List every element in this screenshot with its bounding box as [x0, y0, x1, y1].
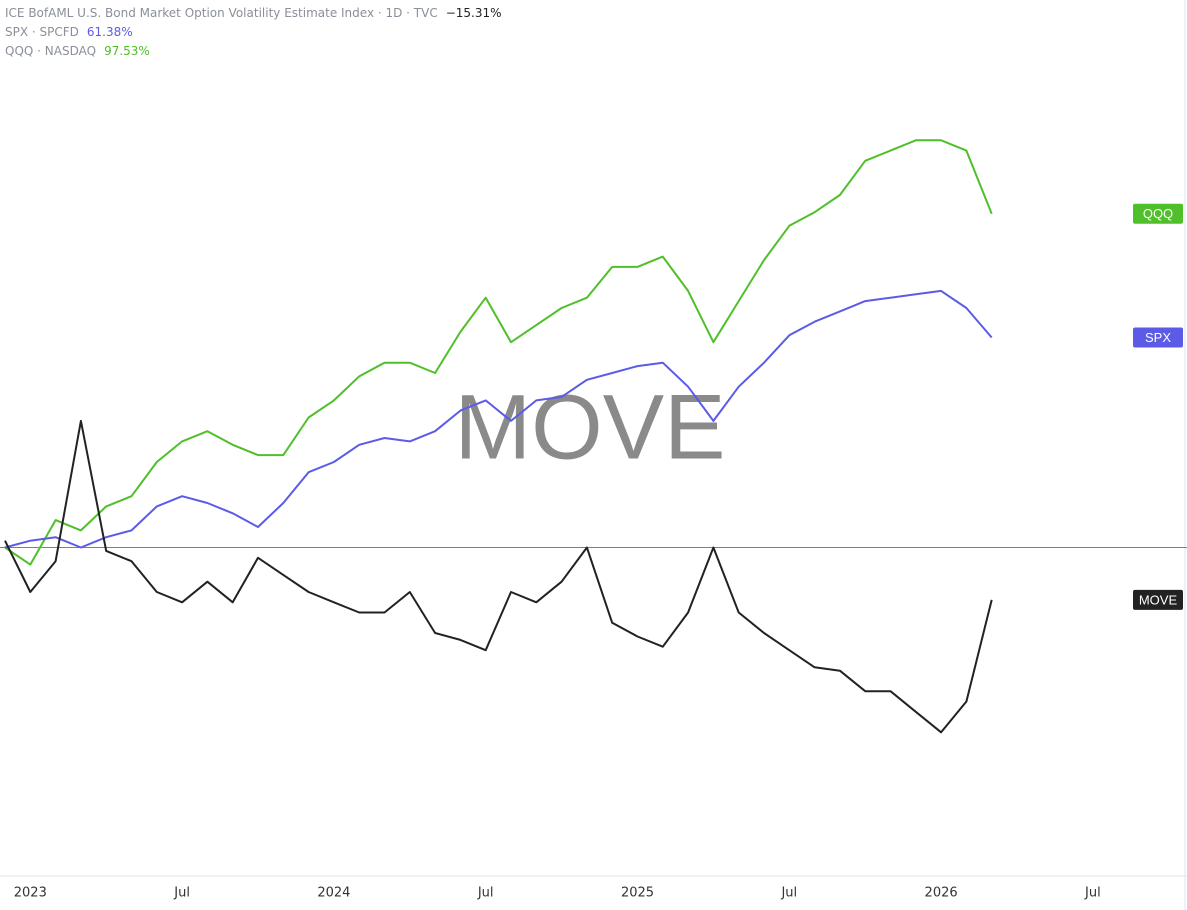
legend-value: 61.38% — [87, 25, 133, 39]
series-line — [4, 419, 993, 734]
x-tick-label: Jul — [1084, 886, 1101, 901]
legend-name: SPX · SPCFD — [5, 25, 79, 39]
price-tag: MOVE — [1139, 592, 1178, 607]
watermark: MOVE — [455, 376, 726, 478]
legend-name: QQQ · NASDAQ — [5, 44, 96, 58]
x-tick-label: 2024 — [317, 886, 350, 901]
legend-entry: ICE BofAML U.S. Bond Market Option Volat… — [5, 6, 502, 20]
legend-name: ICE BofAML U.S. Bond Market Option Volat… — [5, 6, 438, 20]
series-line — [4, 289, 993, 549]
legend-entry: QQQ · NASDAQ 97.53% — [5, 44, 150, 58]
x-tick-label: Jul — [173, 886, 190, 901]
x-tick-label: 2023 — [14, 886, 47, 901]
x-tick-label: 2025 — [621, 886, 654, 901]
x-tick-label: Jul — [477, 886, 494, 901]
legend-entry: SPX · SPCFD 61.38% — [5, 25, 133, 39]
series-line — [4, 139, 993, 566]
price-tag-box — [1133, 589, 1183, 610]
legend-value: 97.53% — [104, 44, 150, 58]
price-tag: QQQ — [1143, 206, 1173, 221]
price-tag-box — [1133, 203, 1183, 224]
price-tag: SPX — [1145, 330, 1171, 345]
legend-value: −15.31% — [446, 6, 502, 20]
x-tick-label: Jul — [780, 886, 797, 901]
price-tag-box — [1133, 327, 1183, 348]
x-tick-label: 2026 — [925, 886, 958, 901]
